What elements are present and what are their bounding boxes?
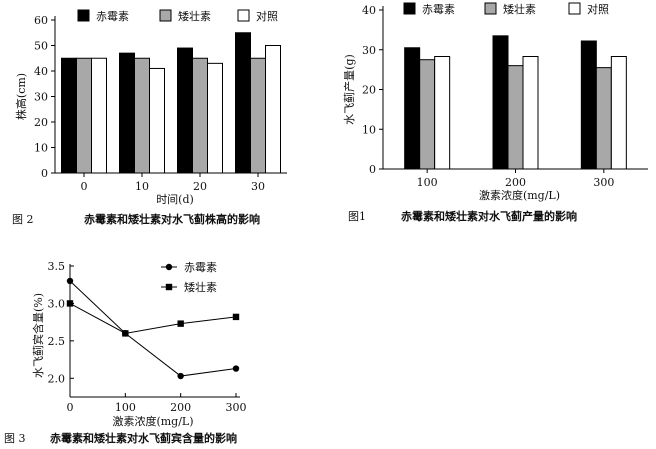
figure-caption: 赤霉素和矮壮素对水飞蓟株高的影响 [84,212,260,226]
legend-label: 赤霉素 [422,3,455,16]
bar-赤霉素-200 [492,35,509,170]
bar-矮壮素-100 [419,59,436,170]
point-赤霉素-0 [66,277,74,285]
legend-swatch-矮壮素 [159,9,172,22]
legend-label: 矮壮素 [503,2,536,16]
legend-swatch-赤霉素 [77,9,90,22]
x-tick-label: 200 [505,176,526,189]
x-tick-label: 0 [67,401,74,414]
point-矮壮素-0 [66,300,74,307]
point-矮壮素-300 [232,313,240,321]
legend-label: 赤霉素 [96,10,129,23]
series-line-矮壮素 [69,302,237,334]
bar-矮壮素-30 [250,57,266,174]
legend-label: 赤霉素 [184,261,217,274]
x-tick-label: 300 [226,401,247,414]
x-tick-label: 100 [115,401,136,414]
bar-赤霉素-10 [119,52,135,174]
y-tick-label: 20 [362,84,376,97]
legend-label: 矮壮素 [178,9,211,23]
series-line-赤霉素 [69,280,237,377]
bar-对照-200 [522,56,539,170]
y-tick-label: 40 [34,65,48,78]
x-tick-label: 0 [81,180,88,193]
figure-caption: 赤霉素和矮壮素对水飞蓟产量的影响 [401,209,577,223]
y-tick-label: 50 [34,40,48,53]
bar-对照-300 [610,56,627,170]
legend-label: 对照 [587,2,609,16]
y-tick-label: 10 [362,123,376,136]
bar-赤霉素-300 [580,40,597,170]
caption-number: 图 2 [12,213,34,226]
y-tick-label: 3.5 [48,260,66,273]
legend-marker-赤霉素 [165,263,173,271]
bar-赤霉素-100 [404,47,421,170]
bar-矮壮素-300 [595,67,612,170]
bar-对照-30 [265,45,281,174]
x-tick-label: 30 [251,180,265,193]
bar-矮壮素-20 [192,57,208,174]
x-tick-label: 300 [593,176,614,189]
legend-label: 矮壮素 [184,280,217,294]
caption-number: 图1 [348,210,366,223]
bar-矮壮素-0 [76,57,92,174]
x-tick-label: 100 [417,176,438,189]
point-矮壮素-100 [122,330,129,337]
legend-swatch-对照 [568,2,581,15]
y-axis-label: 株高(cm) [14,73,28,120]
x-tick-label: 200 [170,401,191,414]
x-axis-label: 时间(d) [156,193,194,206]
point-赤霉素-300 [232,365,240,372]
bar-赤霉素-30 [235,32,251,174]
y-tick-label: 10 [34,142,48,155]
x-tick-label: 10 [135,180,149,193]
bar-对照-10 [149,67,165,174]
bar-赤霉素-0 [61,57,77,174]
legend-marker-矮壮素 [165,283,173,291]
bar-矮壮素-200 [507,65,524,170]
y-tick-label: 2.5 [48,335,66,348]
legend-swatch-对照 [237,9,250,22]
bar-对照-20 [207,62,223,174]
y-tick-label: 20 [34,116,48,129]
x-tick-label: 20 [193,180,207,193]
bar-对照-100 [434,56,451,170]
legend-swatch-矮壮素 [484,2,497,15]
legend-swatch-赤霉素 [403,2,416,15]
y-tick-label: 30 [362,44,376,57]
bar-矮壮素-10 [134,57,150,174]
y-tick-label: 2.0 [48,372,66,385]
x-axis-label: 激素浓度(mg/L) [479,188,560,202]
point-赤霉素-200 [177,372,184,380]
legend-label: 对照 [256,9,278,23]
figure-caption: 赤霉素和矮壮素对水飞蓟宾含量的影响 [50,431,237,445]
y-tick-label: 30 [34,91,48,104]
caption-number: 图 3 [4,432,26,445]
y-tick-label: 0 [369,163,376,176]
y-tick-label: 60 [34,14,48,27]
point-矮壮素-200 [177,320,184,327]
y-tick-label: 40 [362,4,376,17]
y-axis-label: 水飞蓟产量(g) [342,54,356,125]
y-tick-label: 3.0 [48,297,66,310]
bar-赤霉素-20 [177,47,193,174]
y-tick-label: 0 [41,167,48,180]
y-axis-label: 水飞蓟宾含量(%) [31,293,45,378]
x-axis-label: 激素浓度(mg/L) [112,414,193,428]
bar-对照-0 [91,57,107,174]
